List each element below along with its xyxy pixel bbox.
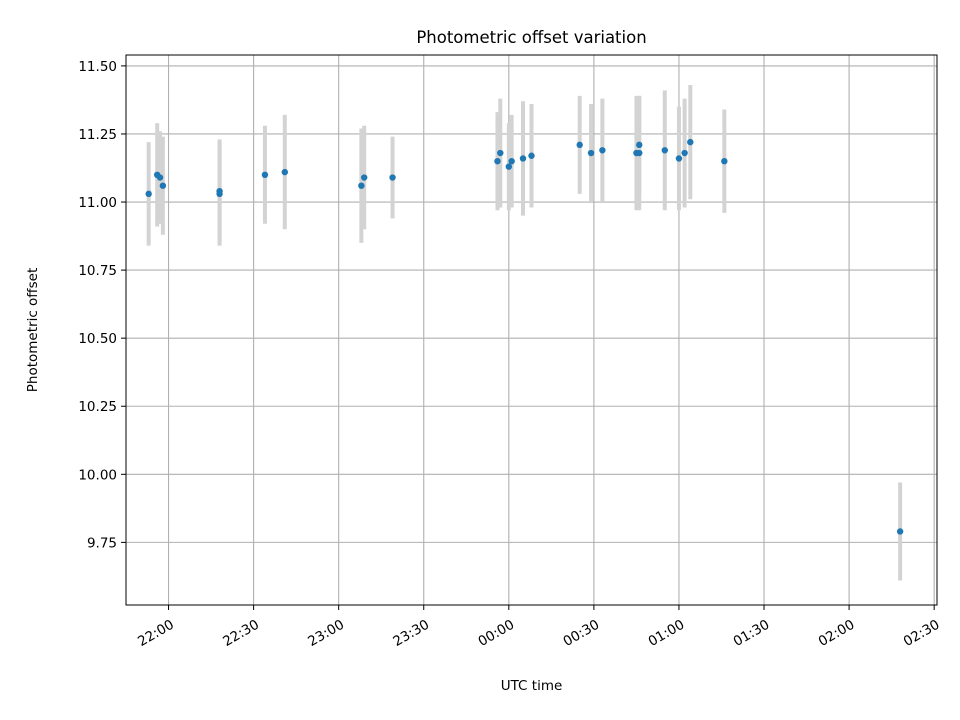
data-points (145, 138, 904, 535)
y-tick-label: 10.50 (78, 331, 117, 347)
data-point (528, 152, 535, 159)
data-point (721, 157, 728, 165)
y-tick-label: 10.25 (78, 399, 117, 415)
data-point (599, 147, 606, 154)
data-point (159, 182, 167, 189)
data-point (687, 138, 694, 146)
data-point (519, 155, 527, 162)
data-point (636, 141, 643, 149)
chart-title: Photometric offset variation (416, 28, 646, 47)
data-point (156, 174, 164, 181)
y-tick-label: 10.75 (78, 263, 117, 279)
data-point (896, 528, 904, 535)
data-point (681, 149, 688, 157)
plot-frame (125, 54, 938, 606)
y-tick-label: 11.25 (78, 127, 117, 143)
data-point (281, 168, 288, 176)
data-point (675, 155, 683, 162)
data-point (494, 157, 501, 165)
y-tick-label: 11.50 (78, 59, 117, 75)
data-point (636, 149, 643, 157)
data-point (497, 149, 504, 157)
data-point (576, 141, 583, 149)
data-point (661, 147, 668, 154)
data-point (358, 182, 365, 189)
y-tick-label: 9.75 (87, 535, 117, 551)
y-tick-label: 10.00 (78, 467, 117, 483)
data-point (587, 149, 595, 157)
x-axis-label: UTC time (501, 678, 563, 694)
data-point (145, 190, 152, 198)
data-point (389, 174, 396, 181)
data-point (508, 157, 515, 165)
y-axis-label: Photometric offset (25, 268, 41, 392)
data-point (261, 171, 269, 179)
y-tick-label: 11.00 (78, 195, 117, 211)
data-point (360, 174, 368, 181)
data-point (505, 163, 513, 170)
data-point (216, 187, 223, 195)
